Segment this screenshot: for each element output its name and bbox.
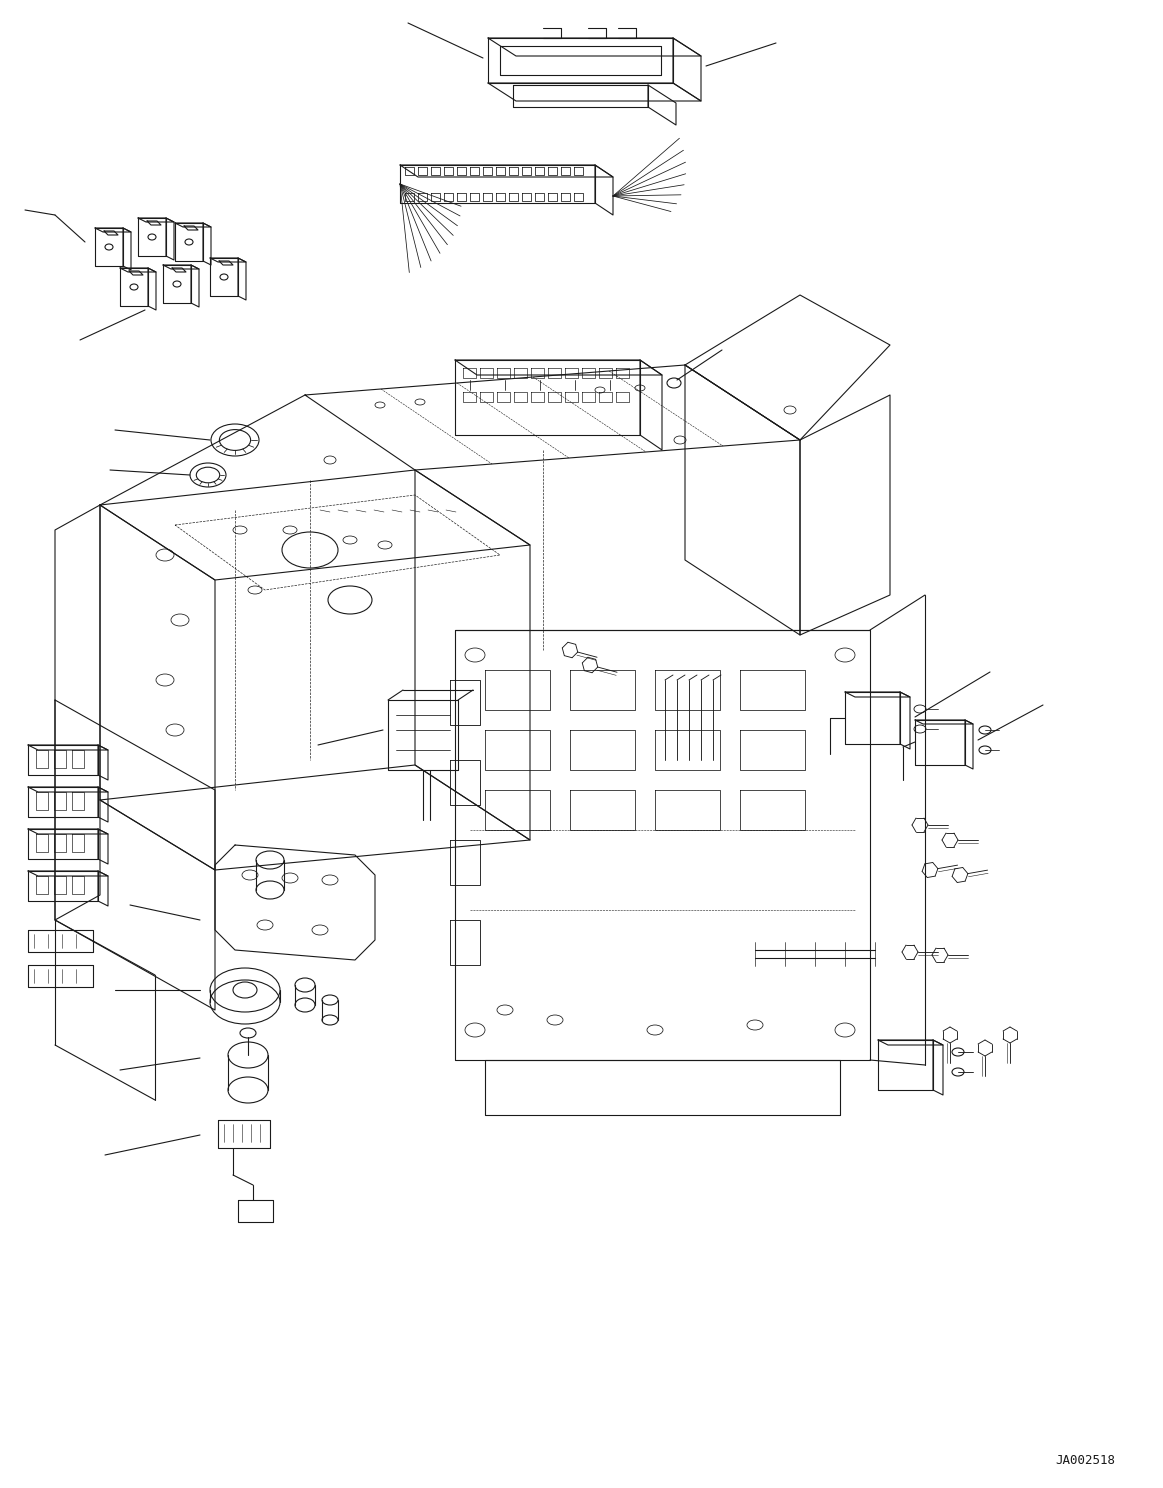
Text: JA002518: JA002518 — [1055, 1454, 1115, 1467]
